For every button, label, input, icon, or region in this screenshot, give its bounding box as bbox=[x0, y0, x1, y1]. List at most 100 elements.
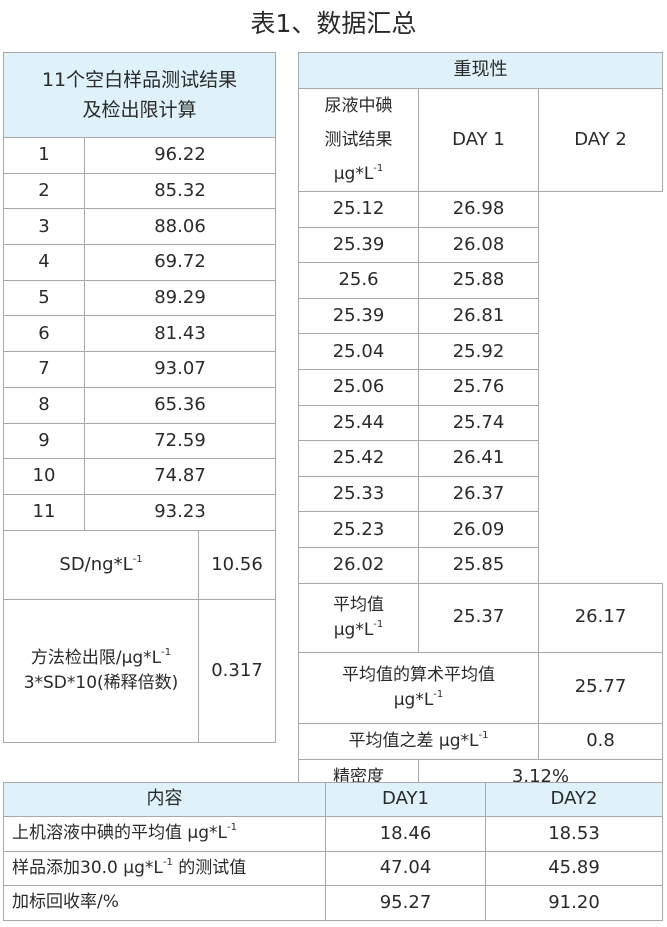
col-header: DAY1 bbox=[325, 782, 486, 817]
reproducibility-header: 重现性 bbox=[297, 52, 664, 89]
day1-value: 25.12 bbox=[298, 191, 419, 228]
day2-value: 25.74 bbox=[418, 404, 539, 442]
sample-value: 81.43 bbox=[83, 315, 277, 353]
table-row: 7 93.07 bbox=[3, 351, 277, 388]
day2-value: 25.76 bbox=[418, 368, 539, 406]
diff-value: 0.8 bbox=[537, 722, 664, 760]
table-row: 26.02 25.85 bbox=[298, 546, 663, 584]
urine-iodine-label: 尿液中碘 测试结果 μg*L-1 bbox=[298, 88, 419, 192]
sample-number: 11 bbox=[3, 493, 85, 531]
blank-sample-table: 11个空白样品测试结果 及检出限计算 1 96.22 2 85.32 3 88.06 4 69.… bbox=[2, 52, 277, 743]
table-row: 25.33 26.37 bbox=[298, 475, 663, 513]
sample-number: 6 bbox=[3, 315, 85, 353]
sample-number: 2 bbox=[3, 172, 85, 210]
day1-value: 25.42 bbox=[298, 440, 419, 477]
table-row: 25.04 25.92 bbox=[298, 333, 663, 370]
sample-value: 93.23 bbox=[83, 493, 277, 531]
sample-value: 85.32 bbox=[83, 172, 277, 210]
mdl-label: 方法检出限/μg*L-1 3*SD*10(稀释倍数) bbox=[3, 598, 199, 743]
sample-value: 88.06 bbox=[83, 208, 277, 246]
table-row: 11 93.23 bbox=[3, 493, 277, 531]
table-row: 加标回收率/% 95.27 91.20 bbox=[3, 885, 663, 921]
day1-value: 26.02 bbox=[298, 546, 419, 584]
table-row: 25.6 25.88 bbox=[298, 262, 663, 299]
day2-value: 26.41 bbox=[418, 440, 539, 477]
day1-value: 25.6 bbox=[298, 262, 419, 299]
day1-value: 25.06 bbox=[298, 368, 419, 406]
sample-number: 3 bbox=[3, 208, 85, 246]
day2-header: DAY 2 bbox=[537, 88, 664, 192]
day1-value: 25.33 bbox=[298, 475, 419, 513]
sample-value: 93.07 bbox=[83, 351, 277, 388]
table-row: 8 65.36 bbox=[3, 386, 277, 424]
row-label: 样品添加30.0 μg*L-1 的测试值 bbox=[3, 850, 326, 886]
sample-number: 5 bbox=[3, 279, 85, 317]
blank-table-header: 11个空白样品测试结果 及检出限计算 bbox=[2, 52, 277, 138]
header-line: 11个空白样品测试结果 bbox=[41, 68, 238, 91]
table-row: 25.42 26.41 bbox=[298, 440, 663, 477]
sample-number: 8 bbox=[3, 386, 85, 424]
sample-value: 96.22 bbox=[83, 137, 277, 174]
table-row: 25.06 25.76 bbox=[298, 368, 663, 406]
day2-value: 26.37 bbox=[418, 475, 539, 513]
day1-value: 25.39 bbox=[298, 226, 419, 264]
table-row: 样品添加30.0 μg*L-1 的测试值 47.04 45.89 bbox=[3, 850, 663, 886]
sample-number: 7 bbox=[3, 351, 85, 388]
day1-value: 25.04 bbox=[298, 333, 419, 370]
table-row: 6 81.43 bbox=[3, 315, 277, 353]
table-row: 25.23 26.09 bbox=[298, 511, 663, 548]
table-row: 上机溶液中碘的平均值 μg*L-1 18.46 18.53 bbox=[3, 816, 663, 852]
col-header: DAY2 bbox=[485, 782, 663, 817]
sample-value: 89.29 bbox=[83, 279, 277, 317]
table-row: 25.44 25.74 bbox=[298, 404, 663, 442]
table-row: 3 88.06 bbox=[3, 208, 277, 246]
table-row: 9 72.59 bbox=[3, 422, 277, 460]
day1-value: 25.23 bbox=[298, 511, 419, 548]
sample-number: 10 bbox=[3, 458, 85, 495]
table-row: 1 96.22 bbox=[3, 137, 277, 174]
table-row: 25.39 26.08 bbox=[298, 226, 663, 264]
header-line: 及检出限计算 bbox=[82, 99, 197, 121]
table-row: 25.39 26.81 bbox=[298, 297, 663, 335]
average-day2: 26.17 bbox=[537, 582, 664, 653]
mean-label: 平均值的算术平均值 μg*L-1 bbox=[298, 651, 539, 724]
average-day1: 25.37 bbox=[418, 582, 539, 653]
day1-value: 47.04 bbox=[325, 850, 486, 886]
diff-label: 平均值之差 μg*L-1 bbox=[298, 722, 539, 760]
row-label: 上机溶液中碘的平均值 μg*L-1 bbox=[3, 816, 326, 852]
table-row: 25.12 26.98 bbox=[298, 191, 663, 228]
day2-value: 91.20 bbox=[485, 885, 663, 921]
mdl-value: 0.317 bbox=[197, 598, 277, 743]
table-row: 10 74.87 bbox=[3, 458, 277, 495]
day2-value: 26.98 bbox=[418, 191, 539, 228]
day2-value: 25.88 bbox=[418, 262, 539, 299]
sd-label: SD/ng*L-1 bbox=[3, 529, 199, 600]
table-row: 2 85.32 bbox=[3, 172, 277, 210]
day1-value: 25.44 bbox=[298, 404, 419, 442]
day1-value: 18.46 bbox=[325, 816, 486, 852]
sample-value: 69.72 bbox=[83, 244, 277, 281]
day2-value: 26.81 bbox=[418, 297, 539, 335]
day1-header: DAY 1 bbox=[418, 88, 539, 192]
reproducibility-table: 重现性 尿液中碘 测试结果 μg*L-1 DAY 1 DAY 2 25.12 26.98 2… bbox=[297, 52, 664, 796]
average-label: 平均值 μg*L-1 bbox=[298, 582, 419, 653]
day2-value: 25.85 bbox=[418, 546, 539, 584]
day1-value: 95.27 bbox=[325, 885, 486, 921]
sd-value: 10.56 bbox=[197, 529, 277, 600]
table-row: 5 89.29 bbox=[3, 279, 277, 317]
col-header: 内容 bbox=[3, 782, 326, 817]
mean-value: 25.77 bbox=[537, 651, 664, 724]
sample-number: 1 bbox=[3, 137, 85, 174]
day2-value: 45.89 bbox=[485, 850, 663, 886]
sample-value: 74.87 bbox=[83, 458, 277, 495]
sample-number: 9 bbox=[3, 422, 85, 460]
table-title: 表1、数据汇总 bbox=[250, 9, 417, 38]
table-row: 4 69.72 bbox=[3, 244, 277, 281]
sample-value: 65.36 bbox=[83, 386, 277, 424]
day1-value: 25.39 bbox=[298, 297, 419, 335]
recovery-table: 内容 DAY1 DAY2 上机溶液中碘的平均值 μg*L-1 18.46 18.53 样品… bbox=[3, 782, 663, 921]
day2-value: 26.09 bbox=[418, 511, 539, 548]
sample-number: 4 bbox=[3, 244, 85, 281]
sample-value: 72.59 bbox=[83, 422, 277, 460]
day2-value: 26.08 bbox=[418, 226, 539, 264]
